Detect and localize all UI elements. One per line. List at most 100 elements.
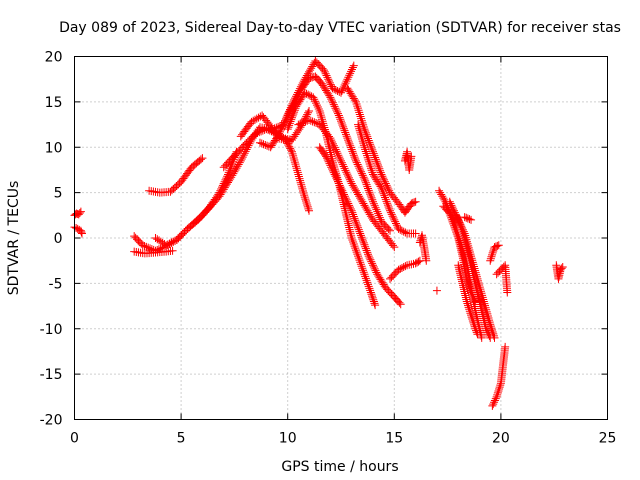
data-point (319, 83, 328, 92)
data-point (496, 381, 505, 390)
data-point (198, 154, 207, 163)
data-point (329, 168, 338, 177)
data-point (349, 61, 358, 70)
data-point (467, 215, 476, 224)
data-point (364, 282, 373, 291)
data-point (482, 305, 491, 314)
data-point (335, 153, 344, 162)
data-point (328, 137, 337, 146)
data-point (332, 174, 341, 183)
data-point (287, 146, 296, 155)
data-point (338, 160, 347, 169)
data-point (359, 238, 368, 247)
data-point (399, 227, 408, 236)
data-point (351, 246, 360, 255)
data-point (372, 157, 381, 166)
data-point (361, 242, 370, 251)
data-point (337, 119, 346, 128)
data-point (325, 78, 334, 87)
data-point (299, 118, 308, 127)
data-point (294, 120, 303, 129)
data-point (469, 318, 478, 327)
data-point (295, 97, 304, 106)
data-point (349, 210, 358, 219)
data-point (297, 180, 306, 189)
data-point (258, 126, 267, 135)
data-point (365, 160, 374, 169)
data-point (297, 182, 306, 191)
data-point (280, 118, 289, 127)
data-point (366, 140, 375, 149)
data-point (327, 95, 336, 104)
data-point (352, 188, 361, 197)
data-point (352, 220, 361, 229)
data-point (297, 119, 306, 128)
data-point (372, 205, 381, 214)
data-point (396, 300, 405, 309)
series-t24 (432, 286, 441, 295)
data-point (229, 169, 238, 178)
data-point (324, 157, 333, 166)
data-point (328, 165, 337, 174)
data-point (479, 297, 488, 306)
data-point (465, 215, 474, 224)
data-point (347, 179, 356, 188)
data-point (365, 188, 374, 197)
data-point (369, 199, 378, 208)
data-point (343, 84, 352, 93)
data-point (368, 261, 377, 270)
data-point (368, 195, 377, 204)
data-point (396, 225, 405, 234)
data-point (232, 164, 241, 173)
data-point (355, 256, 364, 265)
data-point (473, 274, 482, 283)
data-point (365, 210, 374, 219)
data-point (487, 252, 496, 261)
data-point (380, 175, 389, 184)
data-point (356, 128, 365, 137)
data-point (312, 99, 321, 108)
data-point (358, 118, 367, 127)
data-point (268, 139, 277, 148)
data-point (490, 333, 499, 342)
data-point (391, 217, 400, 226)
series-t13 (315, 143, 405, 309)
data-point (344, 137, 353, 146)
data-point (477, 333, 486, 342)
data-point (346, 89, 355, 98)
data-point (366, 286, 375, 295)
data-point (354, 162, 363, 171)
data-point (367, 193, 376, 202)
data-point (270, 124, 279, 133)
x-tick-label: 10 (279, 431, 297, 447)
data-point (366, 212, 375, 221)
data-point (350, 184, 359, 193)
series-t23 (454, 261, 482, 339)
data-point (411, 197, 420, 206)
data-point (379, 174, 388, 183)
data-point (345, 203, 354, 212)
data-point (272, 123, 281, 132)
data-point (463, 299, 472, 308)
data-point (354, 252, 363, 261)
data-point (411, 229, 420, 238)
data-point (432, 286, 441, 295)
data-point (301, 195, 310, 204)
data-point (440, 195, 449, 204)
data-point (449, 204, 458, 213)
data-point (364, 155, 373, 164)
data-point (461, 233, 470, 242)
data-point (368, 168, 377, 177)
data-point (471, 268, 480, 277)
data-point (382, 181, 391, 190)
data-point (310, 95, 319, 104)
data-point (373, 207, 382, 216)
data-point (237, 154, 246, 163)
data-point (346, 141, 355, 150)
data-point (467, 313, 476, 322)
data-point (348, 181, 357, 190)
data-point (345, 139, 354, 148)
data-point (485, 316, 494, 325)
data-point (332, 147, 341, 156)
data-point (395, 298, 404, 307)
